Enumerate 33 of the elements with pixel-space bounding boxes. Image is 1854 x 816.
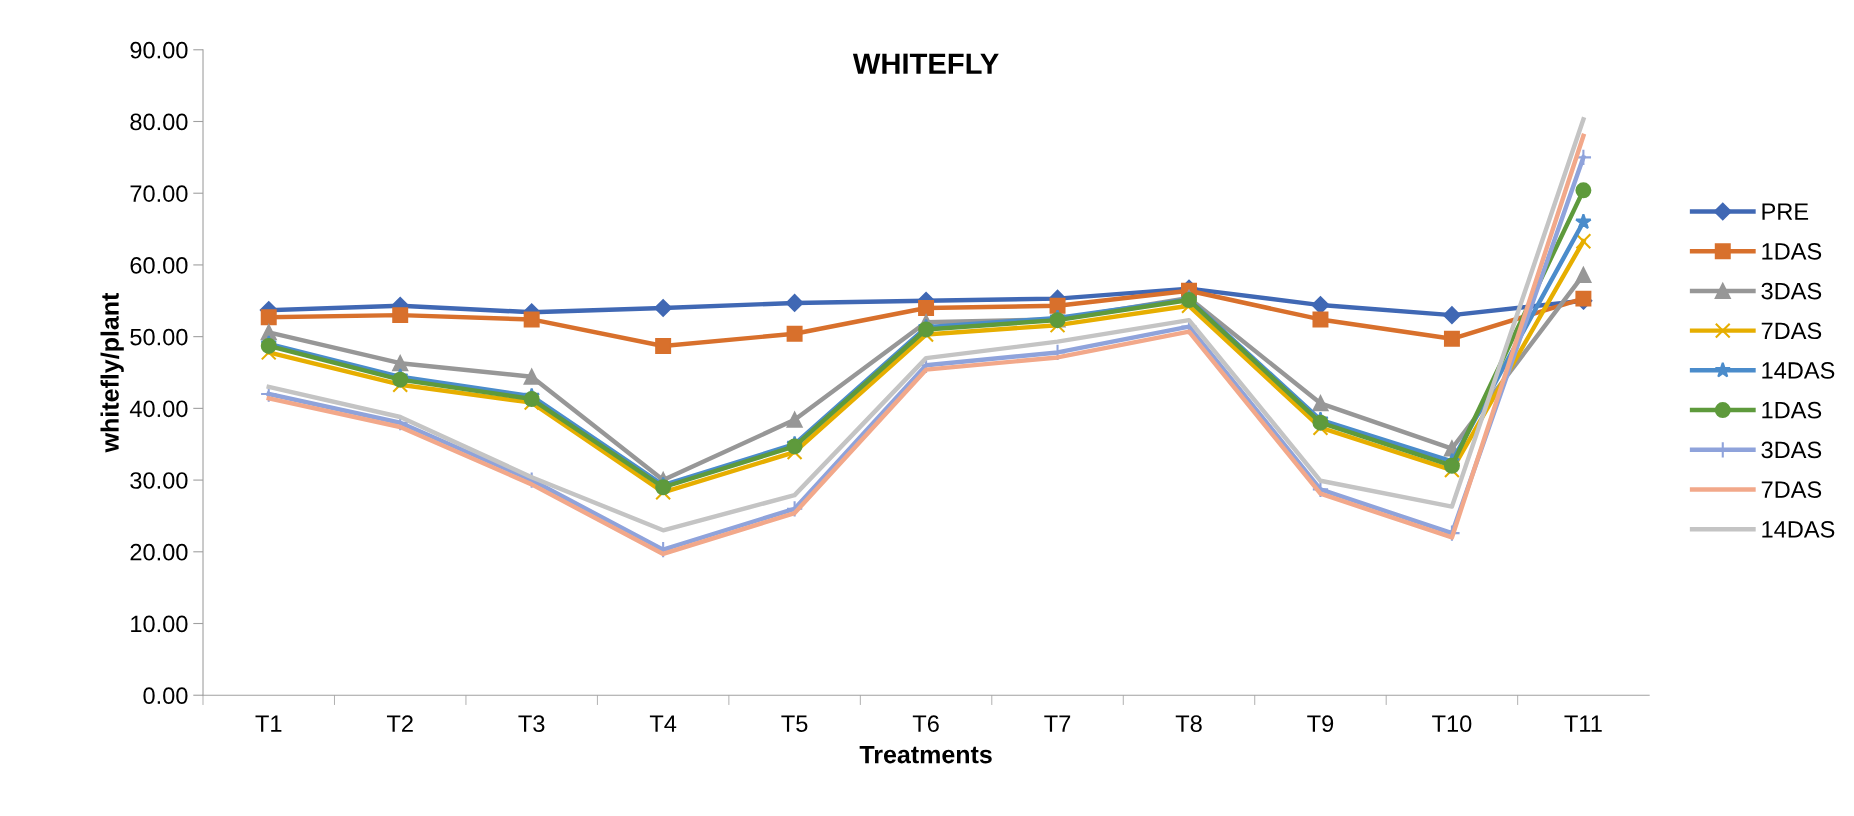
x-tick-label: T1 bbox=[255, 715, 282, 732]
x-tick-label: T6 bbox=[912, 715, 939, 733]
legend-label: PRE bbox=[1762, 203, 1809, 220]
y-axis-title: whitefly/plant bbox=[100, 292, 124, 453]
x-tick-label: T5 bbox=[781, 715, 808, 733]
legend-label: 3DAS bbox=[1761, 282, 1822, 300]
legend-label: 3DAS bbox=[1761, 441, 1822, 459]
legend-label: 7DAS bbox=[1761, 481, 1822, 498]
legend-label: 1DAS bbox=[1762, 242, 1822, 260]
y-tick-label: 40.00 bbox=[129, 400, 188, 418]
x-axis-title: Treatments bbox=[859, 745, 992, 764]
x-tick-label: T7 bbox=[1044, 715, 1071, 732]
legend-label: 7DAS bbox=[1761, 322, 1822, 340]
chart-title: WHITEFLY bbox=[852, 53, 999, 74]
x-tick-label: T10 bbox=[1432, 715, 1472, 733]
x-tick-label: T4 bbox=[649, 715, 677, 732]
y-tick-label: 50.00 bbox=[130, 328, 188, 346]
legend-label: 1DAS bbox=[1762, 401, 1822, 419]
y-tick-label: 70.00 bbox=[130, 185, 188, 202]
x-tick-label: T9 bbox=[1307, 715, 1334, 733]
y-tick-label: 60.00 bbox=[130, 257, 188, 274]
y-tick-label: 80.00 bbox=[130, 113, 188, 131]
legend-label: 14DAS bbox=[1762, 362, 1835, 379]
y-tick-label: 10.00 bbox=[131, 615, 188, 633]
y-tick-label: 20.00 bbox=[130, 543, 188, 561]
legend-label: 14DAS bbox=[1762, 521, 1835, 538]
x-tick-label: T8 bbox=[1175, 715, 1202, 733]
x-tick-label: T2 bbox=[386, 715, 413, 732]
y-tick-label: 90.00 bbox=[130, 41, 188, 59]
y-tick-label: 30.00 bbox=[130, 472, 188, 489]
x-tick-label: T11 bbox=[1564, 715, 1602, 732]
x-tick-label: T3 bbox=[518, 715, 545, 733]
y-tick-label: 0.00 bbox=[143, 687, 188, 705]
